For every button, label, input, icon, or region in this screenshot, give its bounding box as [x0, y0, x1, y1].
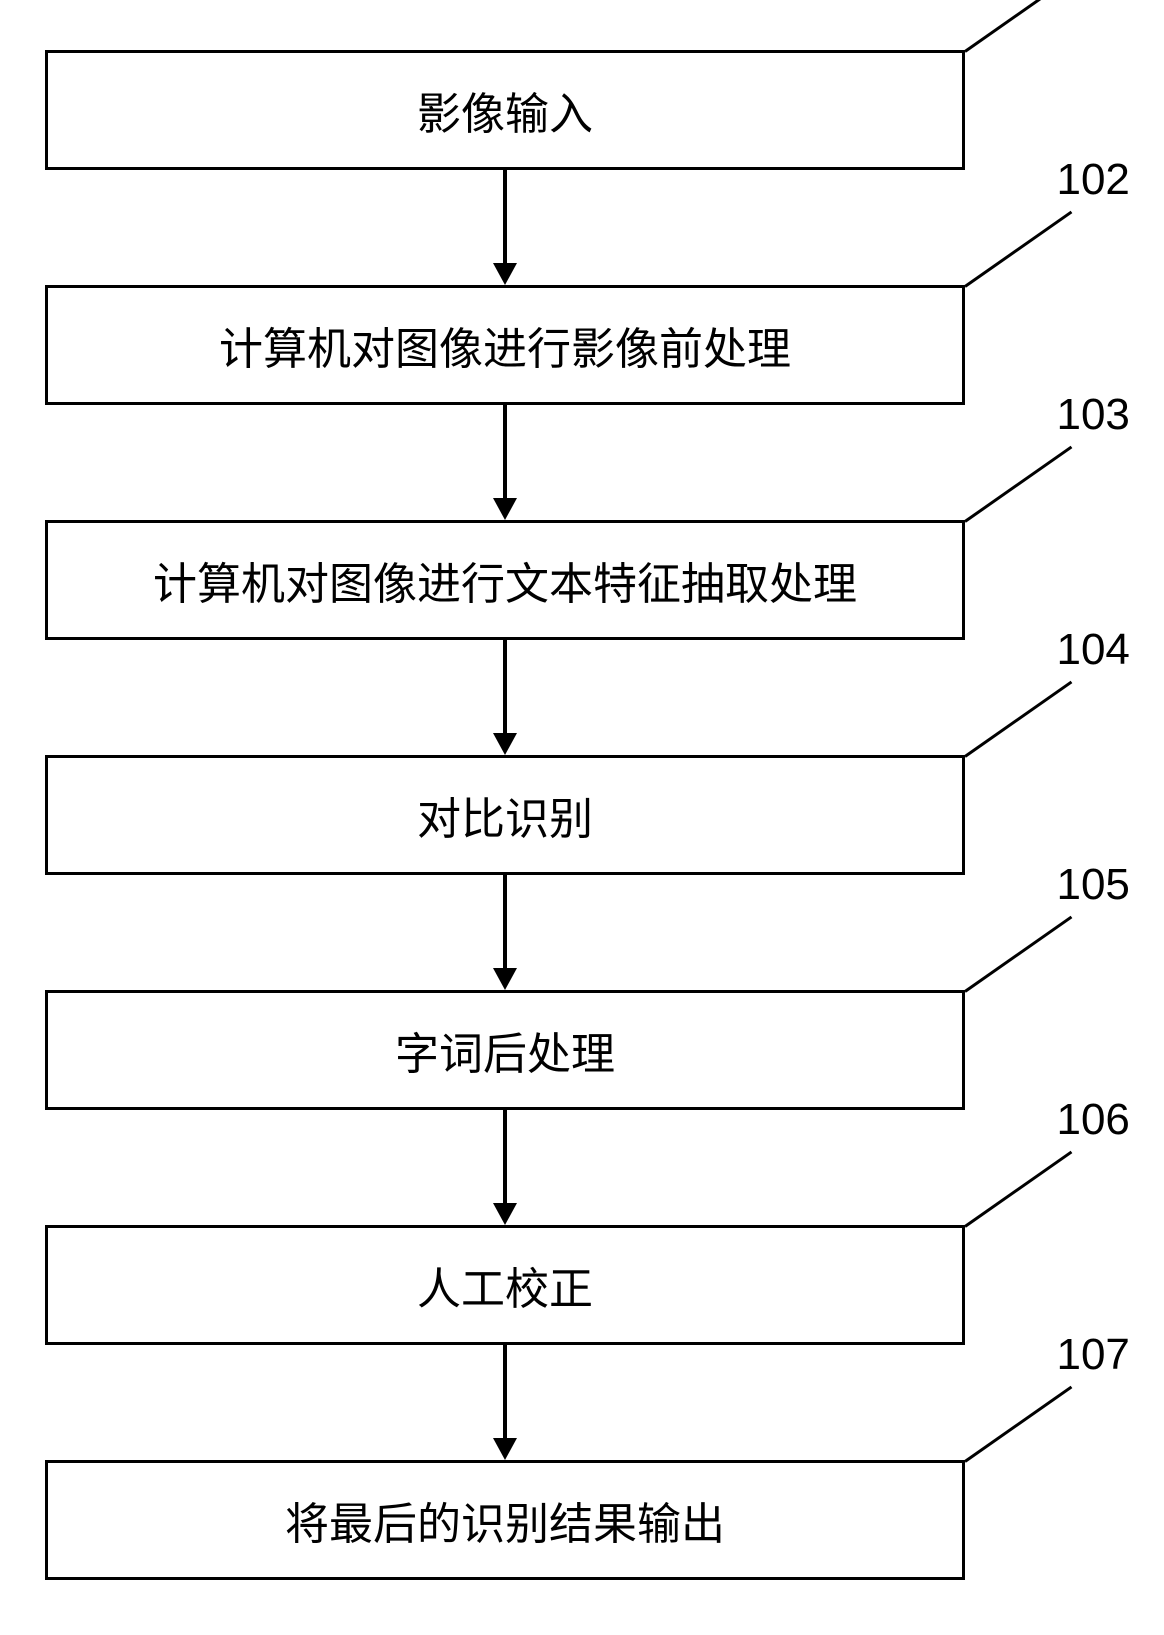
node-label: 字词后处理: [395, 1018, 615, 1082]
arrow-head-icon: [493, 1203, 517, 1225]
ref-label-103: 103: [1056, 390, 1129, 440]
leader-line: [964, 1151, 1072, 1228]
flowchart-node-n6: 人工校正: [45, 1225, 965, 1345]
ref-label-107: 107: [1056, 1330, 1129, 1380]
leader-line: [964, 211, 1072, 288]
arrow-line: [503, 640, 507, 733]
leader-line: [964, 916, 1072, 993]
ref-label-102: 102: [1056, 155, 1129, 205]
arrow-head-icon: [493, 733, 517, 755]
arrow-line: [503, 1110, 507, 1203]
arrow-line: [503, 170, 507, 263]
node-label: 将最后的识别结果输出: [285, 1488, 725, 1552]
ref-label-105: 105: [1056, 860, 1129, 910]
arrow-line: [503, 1345, 507, 1438]
node-label: 计算机对图像进行影像前处理: [219, 313, 791, 377]
flowchart-node-n4: 对比识别: [45, 755, 965, 875]
flowchart-node-n7: 将最后的识别结果输出: [45, 1460, 965, 1580]
arrow-head-icon: [493, 263, 517, 285]
flowchart-container: 影像输入101计算机对图像进行影像前处理102计算机对图像进行文本特征抽取处理1…: [0, 0, 1164, 1635]
arrow-head-icon: [493, 498, 517, 520]
arrow-head-icon: [493, 968, 517, 990]
node-label: 计算机对图像进行文本特征抽取处理: [153, 548, 857, 612]
leader-line: [964, 681, 1072, 758]
flowchart-node-n5: 字词后处理: [45, 990, 965, 1110]
leader-line: [964, 1386, 1072, 1463]
node-label: 人工校正: [417, 1253, 593, 1317]
flowchart-node-n1: 影像输入: [45, 50, 965, 170]
ref-label-104: 104: [1056, 625, 1129, 675]
flowchart-node-n3: 计算机对图像进行文本特征抽取处理: [45, 520, 965, 640]
node-label: 影像输入: [417, 78, 593, 142]
ref-label-106: 106: [1056, 1095, 1129, 1145]
flowchart-node-n2: 计算机对图像进行影像前处理: [45, 285, 965, 405]
arrow-line: [503, 875, 507, 968]
leader-line: [964, 446, 1072, 523]
node-label: 对比识别: [417, 783, 593, 847]
arrow-head-icon: [493, 1438, 517, 1460]
arrow-line: [503, 405, 507, 498]
leader-line: [964, 0, 1072, 53]
